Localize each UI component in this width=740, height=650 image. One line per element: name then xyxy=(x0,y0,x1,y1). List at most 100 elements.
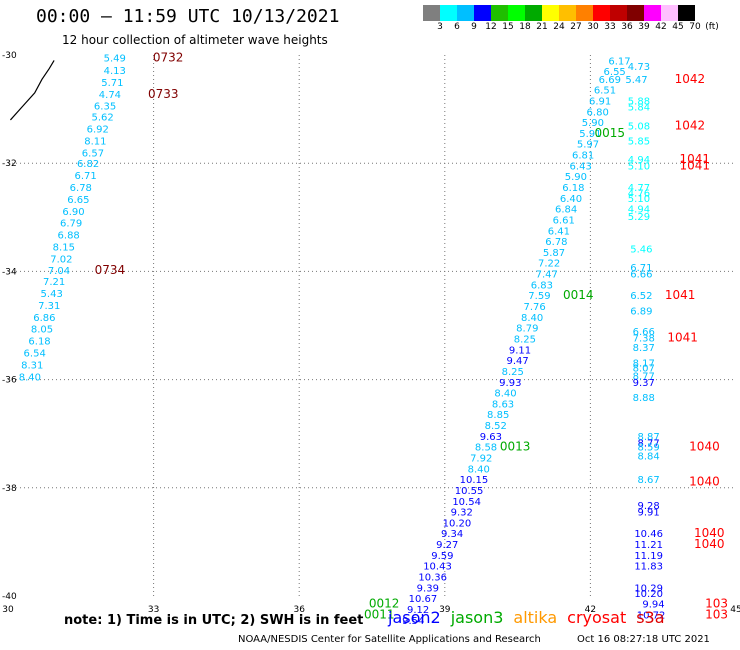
wave-height-label: 8.17 xyxy=(633,358,655,369)
wave-height-label: 5.87 xyxy=(543,248,565,259)
wave-height-label: 7.38 xyxy=(633,333,655,344)
wave-height-label: 6.83 xyxy=(531,280,553,291)
wave-height-label: 5.84 xyxy=(628,102,650,113)
pass-time-label: 0011 xyxy=(364,607,395,621)
wave-height-label: 7.92 xyxy=(470,454,492,465)
wave-height-label: 10.46 xyxy=(634,529,663,540)
wave-height-label: 9.39 xyxy=(417,583,439,594)
legend-swatch xyxy=(491,5,508,21)
wave-height-label: 9.54 xyxy=(402,616,424,627)
wave-height-label: 6.66 xyxy=(630,270,652,281)
wave-height-label: 7.21 xyxy=(43,277,65,288)
wave-height-label: 5.90 xyxy=(582,118,604,129)
wave-height-label: 6.91 xyxy=(589,96,611,107)
wave-height-label: 10.36 xyxy=(418,573,447,584)
footer-org: NOAA/NESDIS Center for Satellite Applica… xyxy=(238,634,541,645)
pass-time-label: 103 xyxy=(705,607,728,621)
wave-height-label: 8.58 xyxy=(475,443,497,454)
wave-height-label: 6.40 xyxy=(560,194,582,205)
legend-swatch xyxy=(440,5,457,21)
wave-height-label: 6.17 xyxy=(608,56,630,67)
footer-timestamp: Oct 16 08:27:18 UTC 2021 xyxy=(577,634,710,645)
pass-time-label: 0734 xyxy=(95,263,126,277)
wave-height-label: 9.37 xyxy=(633,378,655,389)
wave-height-label: 7.47 xyxy=(536,270,558,281)
y-tick-label: -34 xyxy=(2,267,17,277)
wave-height-label: 6.79 xyxy=(60,219,82,230)
wave-height-label: 5.88 xyxy=(628,96,650,107)
wave-height-label: 7.04 xyxy=(48,266,70,277)
satellite-label-s3a: s3a xyxy=(636,608,665,627)
wave-height-label: 6.54 xyxy=(24,349,46,360)
wave-height-label: 7.22 xyxy=(538,259,560,270)
legend-tick-label: 39 xyxy=(638,22,650,32)
wave-height-label: 6.92 xyxy=(87,125,109,136)
x-tick-label: 33 xyxy=(148,605,159,615)
wave-height-label: 8.40 xyxy=(468,464,490,475)
y-tick-label: -40 xyxy=(2,592,17,602)
legend-tick-label: 45 xyxy=(672,22,684,32)
legend-tick-label: 30 xyxy=(587,22,599,32)
wave-height-label: 6.78 xyxy=(70,183,92,194)
wave-height-label: 9.47 xyxy=(506,356,528,367)
wave-height-label: 10.15 xyxy=(460,475,489,486)
wave-height-label: 6.18 xyxy=(562,183,584,194)
page-title: 00:00 – 11:59 UTC 10/13/2021 xyxy=(36,6,340,27)
wave-height-label: 6.57 xyxy=(82,148,104,159)
wave-height-label: 10.67 xyxy=(409,594,438,605)
wave-height-label: 6.78 xyxy=(545,237,567,248)
wave-height-label: 4.77 xyxy=(628,183,650,194)
pass-time-label: 1041 xyxy=(679,152,710,166)
y-tick-label: -32 xyxy=(2,159,17,169)
wave-height-label: 8.52 xyxy=(485,421,507,432)
wave-height-label: 5.29 xyxy=(628,212,650,223)
legend-swatch xyxy=(457,5,474,21)
legend-tick-label: 70 xyxy=(689,22,701,32)
pass-time-label: 1042 xyxy=(675,118,706,132)
y-tick-label: -38 xyxy=(2,484,17,494)
wave-height-label: 10.20 xyxy=(634,589,663,600)
pass-time-label: 0732 xyxy=(153,51,184,65)
wave-height-label: 10.29 xyxy=(634,583,663,594)
pass-time-label: 0015 xyxy=(595,126,626,140)
wave-height-label: 6.89 xyxy=(630,306,652,317)
wave-height-label: 9.27 xyxy=(436,540,458,551)
wave-height-label: 9.59 xyxy=(431,551,453,562)
wave-height-label: 6.82 xyxy=(77,159,99,170)
legend-tick-label: 24 xyxy=(553,22,565,32)
wave-height-label: 6.41 xyxy=(548,226,570,237)
wave-height-label: 9.11 xyxy=(509,345,531,356)
wave-height-label: 5.62 xyxy=(92,113,114,124)
x-tick-label: 36 xyxy=(293,605,305,615)
wave-height-label: 8.85 xyxy=(487,410,509,421)
note-text: note: 1) Time is in UTC; 2) SWH is in fe… xyxy=(64,613,364,628)
x-tick-label: 39 xyxy=(439,605,451,615)
wave-height-label: 5.71 xyxy=(101,78,123,89)
wave-height-label: 9.93 xyxy=(499,378,521,389)
wave-height-label: 7.31 xyxy=(38,301,60,312)
pass-time-label: 1040 xyxy=(694,526,725,540)
legend-tick-label: 18 xyxy=(519,22,531,32)
legend-tick-label: 21 xyxy=(536,22,548,32)
wave-height-label: 5.85 xyxy=(628,136,650,147)
page-subtitle: 12 hour collection of altimeter wave hei… xyxy=(62,33,328,47)
pass-time-label: 0013 xyxy=(500,440,531,454)
legend-swatch xyxy=(661,5,678,21)
y-tick-label: -30 xyxy=(2,51,17,61)
wave-height-label: 4.74 xyxy=(99,90,121,101)
wave-height-label: 6.80 xyxy=(587,107,609,118)
wave-height-label: 6.65 xyxy=(67,195,89,206)
wave-height-label: 9.34 xyxy=(441,529,463,540)
legend-tick-label: 6 xyxy=(454,22,460,32)
wave-height-label: 8.77 xyxy=(633,371,655,382)
legend-swatch xyxy=(559,5,576,21)
legend-swatch xyxy=(508,5,525,21)
legend-swatch xyxy=(525,5,542,21)
pass-time-label: 1040 xyxy=(689,440,720,454)
wave-height-label: 5.10 xyxy=(628,194,650,205)
wave-height-label: 8.37 xyxy=(633,343,655,354)
wave-height-label: 8.40 xyxy=(19,372,41,383)
wave-height-label: 6.71 xyxy=(75,171,97,182)
y-tick-label: -36 xyxy=(2,376,17,386)
legend-swatch xyxy=(576,5,593,21)
